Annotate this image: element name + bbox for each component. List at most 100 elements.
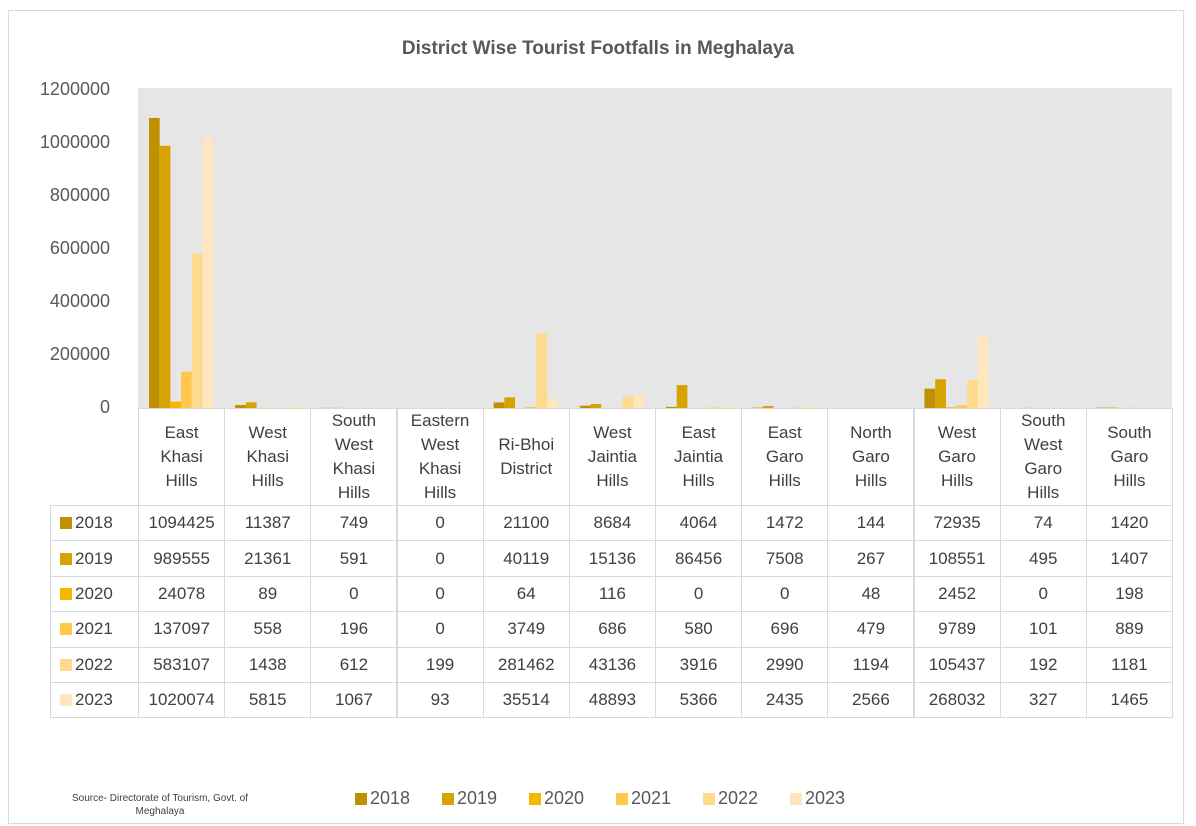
table-value: 40119 — [482, 540, 570, 577]
bar — [191, 253, 203, 408]
legend-swatch — [60, 694, 72, 707]
legend-swatch — [703, 792, 715, 805]
chart-title: District Wise Tourist Footfalls in Megha… — [401, 38, 795, 59]
table-value: 8684 — [568, 505, 656, 542]
table-value: 1407 — [1085, 540, 1173, 577]
table-value: 0 — [655, 575, 743, 613]
table-value: 0 — [741, 575, 829, 613]
bar — [579, 405, 591, 408]
table-value: 1438 — [224, 646, 312, 683]
bar — [891, 407, 903, 408]
legend-swatch — [60, 587, 72, 600]
legend-item: 2020 — [529, 788, 584, 809]
bar — [235, 404, 246, 408]
y-tick-label: 800000 — [50, 185, 110, 205]
table-value: 116 — [568, 575, 656, 613]
table-value: 21361 — [224, 540, 312, 577]
table-value: 591 — [310, 540, 398, 577]
category-header: East Khasi Hills — [138, 408, 226, 506]
chart-frame — [8, 10, 1184, 824]
table-value: 5815 — [224, 682, 312, 719]
category-header: North Garo Hills — [827, 408, 915, 506]
table-value: 15136 — [568, 540, 656, 577]
bar — [935, 379, 946, 408]
legend-label: 2018 — [370, 788, 411, 808]
bar — [967, 380, 978, 408]
bar — [956, 405, 968, 408]
table-value: 64 — [482, 575, 570, 613]
table-value: 198 — [1085, 575, 1173, 613]
table-value: 989555 — [138, 540, 226, 577]
table-value: 89 — [224, 575, 312, 613]
bar — [493, 402, 505, 408]
legend-swatch — [355, 792, 367, 805]
table-value: 48 — [827, 575, 915, 613]
table-value: 2566 — [827, 682, 915, 719]
table-value: 93 — [396, 682, 484, 719]
legend-label: 2020 — [75, 583, 113, 603]
category-header: South West Khasi Hills — [310, 408, 398, 506]
table-value: 1465 — [1085, 682, 1173, 719]
x-tick-label: East Garo Hills — [765, 423, 804, 490]
legend-item: 2023 — [790, 788, 845, 809]
table-value: 479 — [827, 611, 915, 648]
source-note: Source- Directorate of Tourism, Govt. of… — [72, 793, 248, 817]
bar — [676, 385, 688, 408]
table-value: 21100 — [482, 505, 570, 542]
y-tick-label: 200000 — [50, 344, 110, 364]
bar — [547, 398, 558, 408]
table-value: 267 — [827, 540, 915, 577]
table-value: 192 — [999, 646, 1087, 683]
legend-item: 2019 — [442, 788, 497, 809]
table-value: 0 — [310, 575, 398, 613]
table-value: 580 — [655, 611, 743, 648]
table-value: 268032 — [913, 682, 1001, 719]
x-tick-label: West Jaintia Hills — [587, 423, 637, 490]
legend-label: 2019 — [75, 548, 113, 568]
table-value: 3749 — [482, 611, 570, 648]
bar — [159, 145, 171, 408]
table-value: 199 — [396, 646, 484, 683]
table-value: 0 — [396, 575, 484, 613]
x-tick-label: West Khasi Hills — [246, 423, 289, 490]
table-value: 0 — [396, 540, 484, 577]
bar — [245, 402, 257, 408]
legend-label: 2018 — [75, 513, 113, 533]
bar — [622, 396, 634, 408]
bar — [924, 388, 936, 408]
x-tick-label: East Jaintia Hills — [674, 423, 724, 490]
table-value: 101 — [999, 611, 1087, 648]
table-value: 583107 — [138, 646, 226, 683]
table-legend-cell: 2021 — [50, 611, 139, 648]
table-value: 11387 — [224, 505, 312, 542]
y-tick-label: 0 — [100, 397, 110, 417]
table-value: 86456 — [655, 540, 743, 577]
table-value: 1194 — [827, 646, 915, 683]
table-value: 9789 — [913, 611, 1001, 648]
legend-label: 2021 — [631, 788, 672, 808]
bar — [536, 333, 548, 408]
category-header: West Jaintia Hills — [568, 408, 656, 506]
legend-item: 2021 — [616, 788, 671, 809]
table-value: 1420 — [1085, 505, 1173, 542]
x-tick-label: Eastern West Khasi Hills — [410, 411, 470, 502]
bar — [170, 401, 182, 408]
table-value: 0 — [396, 505, 484, 542]
legend-label: 2022 — [75, 654, 113, 674]
table-value: 72935 — [913, 505, 1001, 542]
legend-swatch — [616, 792, 628, 805]
table-value: 889 — [1085, 611, 1173, 648]
bar — [945, 407, 957, 408]
bar — [665, 406, 677, 408]
plot-background — [138, 88, 1172, 408]
legend-label: 2022 — [718, 788, 759, 808]
table-value: 696 — [741, 611, 829, 648]
table-value: 3916 — [655, 646, 743, 683]
table-value: 612 — [310, 646, 398, 683]
table-value: 35514 — [482, 682, 570, 719]
legend-swatch — [442, 792, 454, 805]
x-tick-label: South West Garo Hills — [1021, 411, 1066, 502]
bar — [633, 395, 645, 408]
table-value: 24078 — [138, 575, 226, 613]
